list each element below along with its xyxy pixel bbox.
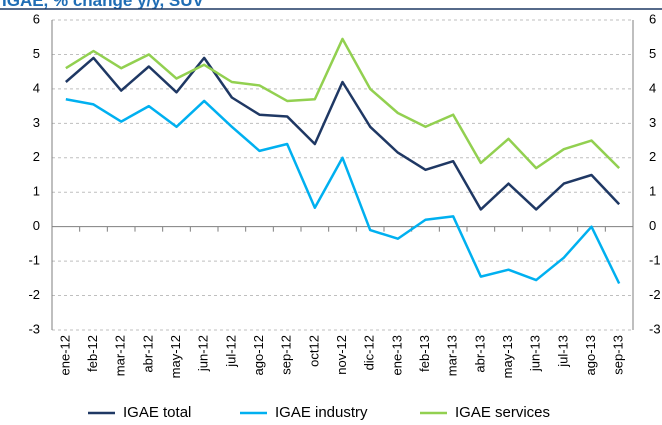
x-tick-label: oct12 xyxy=(306,335,321,367)
y-tick-label: 1 xyxy=(33,184,40,199)
y-tick-label: 0 xyxy=(33,218,40,233)
x-tick-label: feb-12 xyxy=(85,335,100,372)
y-tick-label: 4 xyxy=(33,80,40,95)
series-line xyxy=(65,56,621,211)
x-tick-label: ago-13 xyxy=(583,335,598,375)
y-tick-label: 3 xyxy=(33,115,40,130)
legend-label: IGAE services xyxy=(455,404,550,421)
x-tick-label: ago-12 xyxy=(251,335,266,375)
x-tick-label: nov-12 xyxy=(334,335,349,375)
y-tick-label: -2 xyxy=(28,287,40,302)
y2-tick-label: -2 xyxy=(649,287,661,302)
x-tick-label: may-13 xyxy=(500,335,515,378)
x-tick-label: jun-13 xyxy=(528,335,543,372)
y2-tick-label: 4 xyxy=(649,80,656,95)
x-tick-label: ene-13 xyxy=(389,335,404,375)
x-tick-label: dic-12 xyxy=(362,335,377,370)
y2-tick-label: 0 xyxy=(649,218,656,233)
y-tick-label: 2 xyxy=(33,149,40,164)
x-tick-label: jul-13 xyxy=(555,335,570,368)
y2-tick-label: 5 xyxy=(649,46,656,61)
x-tick-label: mar-13 xyxy=(445,335,460,376)
x-tick-label: may-12 xyxy=(168,335,183,378)
x-tick-label: feb-13 xyxy=(417,335,432,372)
series-line xyxy=(65,97,621,285)
series-line xyxy=(65,37,621,170)
y-tick-label: -1 xyxy=(28,253,40,268)
y2-tick-label: 1 xyxy=(649,184,656,199)
y-tick-label: -3 xyxy=(28,321,40,336)
x-tick-label: ene-12 xyxy=(57,335,72,375)
y2-tick-label: 6 xyxy=(649,11,656,26)
legend-label: IGAE total xyxy=(123,404,191,421)
y-tick-label: 6 xyxy=(33,11,40,26)
x-tick-label: sep-13 xyxy=(611,335,626,375)
x-tick-label: mar-12 xyxy=(113,335,128,376)
y2-tick-label: -1 xyxy=(649,253,661,268)
y2-tick-label: -3 xyxy=(649,321,661,336)
x-tick-label: abr-12 xyxy=(140,335,155,373)
x-tick-label: abr-13 xyxy=(472,335,487,373)
x-tick-label: jun-12 xyxy=(196,335,211,372)
y2-tick-label: 3 xyxy=(649,115,656,130)
y-tick-label: 5 xyxy=(33,46,40,61)
x-tick-label: jul-12 xyxy=(223,335,238,368)
legend-label: IGAE industry xyxy=(275,404,368,421)
y2-tick-label: 2 xyxy=(649,149,656,164)
chart-title: IGAE, % change y/y, SUV xyxy=(2,0,205,10)
x-tick-label: sep-12 xyxy=(279,335,294,375)
